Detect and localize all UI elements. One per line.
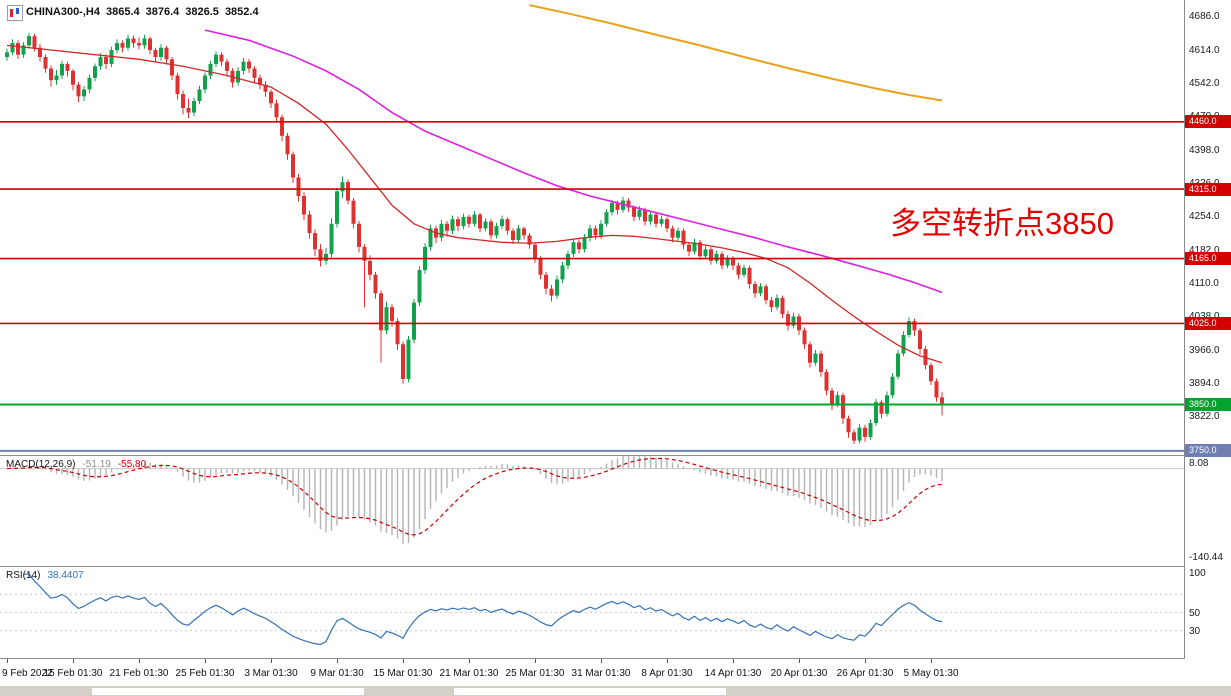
macd-label: MACD(12,26,9) -51.19 -55.80 [6, 459, 146, 470]
price-tick-label: 4542.0 [1189, 77, 1220, 89]
macd-panel[interactable] [0, 456, 1184, 566]
time-tick [732, 659, 734, 663]
macd-axis-label: 8.08 [1189, 458, 1209, 470]
time-label: 25 Mar 01:30 [505, 668, 565, 679]
chart-icon [7, 5, 23, 21]
time-label: 25 Feb 01:30 [175, 668, 235, 679]
time-label: 21 Feb 01:30 [109, 668, 169, 679]
time-tick [930, 659, 932, 663]
ma-long-line [529, 4, 943, 102]
time-label: 14 Apr 01:30 [704, 668, 762, 679]
price-level-badge[interactable]: 4460.0 [1185, 115, 1231, 128]
price-tick-label: 4254.0 [1189, 211, 1220, 223]
time-tick [270, 659, 272, 663]
price-axis[interactable]: 4686.04614.04542.04470.04398.04326.04254… [1184, 0, 1231, 659]
macd-axis-label: -140.44 [1189, 551, 1223, 563]
rsi-label: RSI(14) 38.4407 [6, 570, 84, 581]
rsi-name: RSI(14) [6, 570, 41, 581]
time-tick [6, 659, 8, 663]
rsi-line [23, 573, 943, 646]
time-axis[interactable]: 9 Feb 2022 15 Feb 01:30 21 Feb 01:30 25 Feb… [0, 659, 1231, 686]
ohlc-high: 3876.4 [145, 6, 180, 18]
price-tick-label: 3966.0 [1189, 344, 1220, 356]
time-label: 9 Mar 01:30 [310, 668, 364, 679]
ohlc-open: 3865.4 [105, 6, 140, 18]
ohlc-close: 3852.4 [224, 6, 259, 18]
macd-svg [0, 456, 1184, 544]
symbol-period-label: CHINA300-,H4 [26, 6, 100, 18]
price-tick-label: 4686.0 [1189, 11, 1220, 23]
candles-group [5, 32, 944, 444]
status-strip [0, 686, 1231, 696]
rsi-axis-label: 100 [1189, 568, 1206, 579]
status-segment [92, 688, 364, 695]
time-label: 26 Apr 01:30 [836, 668, 894, 679]
time-tick [600, 659, 602, 663]
macd-value-signal: -55.80 [117, 459, 147, 470]
annotation-text: 多空转折点3850 [890, 206, 1114, 241]
price-chart-svg [0, 4, 1184, 452]
price-tick-label: 4614.0 [1189, 44, 1220, 56]
macd-histogram [11, 456, 943, 544]
price-level-badge[interactable]: 3850.0 [1185, 398, 1231, 411]
macd-signal-line [6, 457, 943, 536]
panel-separator[interactable] [0, 455, 1231, 456]
time-tick [798, 659, 800, 663]
price-level-badge[interactable]: 4165.0 [1185, 252, 1231, 265]
price-tick-label: 4110.0 [1189, 278, 1219, 290]
time-label: 31 Mar 01:30 [571, 668, 631, 679]
price-tick-label: 3894.0 [1189, 378, 1220, 390]
time-tick [666, 659, 668, 663]
time-tick [336, 659, 338, 663]
time-label: 3 Mar 01:30 [244, 668, 298, 679]
price-tick-label: 4038.0 [1189, 311, 1220, 322]
time-label: 9 Feb 2022 [2, 668, 53, 679]
rsi-axis-label: 50 [1189, 607, 1201, 619]
rsi-svg [0, 573, 1184, 646]
price-chart-panel[interactable] [0, 0, 1184, 455]
time-label: 21 Mar 01:30 [439, 668, 499, 679]
time-label: 15 Mar 01:30 [373, 668, 433, 679]
time-tick [72, 659, 74, 663]
time-tick [468, 659, 470, 663]
time-tick [138, 659, 140, 663]
time-tick [204, 659, 206, 663]
time-label: 5 May 01:30 [903, 668, 959, 679]
chart-title: CHINA300-,H4 3865.4 3876.4 3826.5 3852.4 [26, 6, 265, 18]
price-tick-label: 3822.0 [1189, 411, 1220, 423]
panel-separator [0, 658, 1231, 659]
time-tick [534, 659, 536, 663]
time-label: 20 Apr 01:30 [770, 668, 828, 679]
time-tick [402, 659, 404, 663]
time-label: 8 Apr 01:30 [641, 668, 693, 679]
price-tick-label: 4182.0 [1189, 244, 1220, 256]
panel-separator[interactable] [0, 566, 1231, 567]
ohlc-low: 3826.5 [185, 6, 219, 18]
macd-name: MACD(12,26,9) [6, 459, 76, 470]
price-level-badge[interactable]: 4025.0 [1185, 317, 1231, 330]
price-level-badge[interactable]: 4315.0 [1185, 183, 1231, 196]
price-level-badge[interactable]: 3750.0 [1185, 444, 1231, 457]
status-segment [454, 688, 726, 695]
time-tick [864, 659, 866, 663]
rsi-panel[interactable] [0, 567, 1184, 658]
macd-value-main: -51.19 [82, 459, 111, 470]
rsi-value: 38.4407 [47, 570, 84, 581]
time-label: 15 Feb 01:30 [43, 668, 103, 679]
rsi-axis-label: 30 [1189, 625, 1201, 637]
ma-fast-line [6, 44, 943, 364]
price-tick-label: 4398.0 [1189, 144, 1220, 156]
